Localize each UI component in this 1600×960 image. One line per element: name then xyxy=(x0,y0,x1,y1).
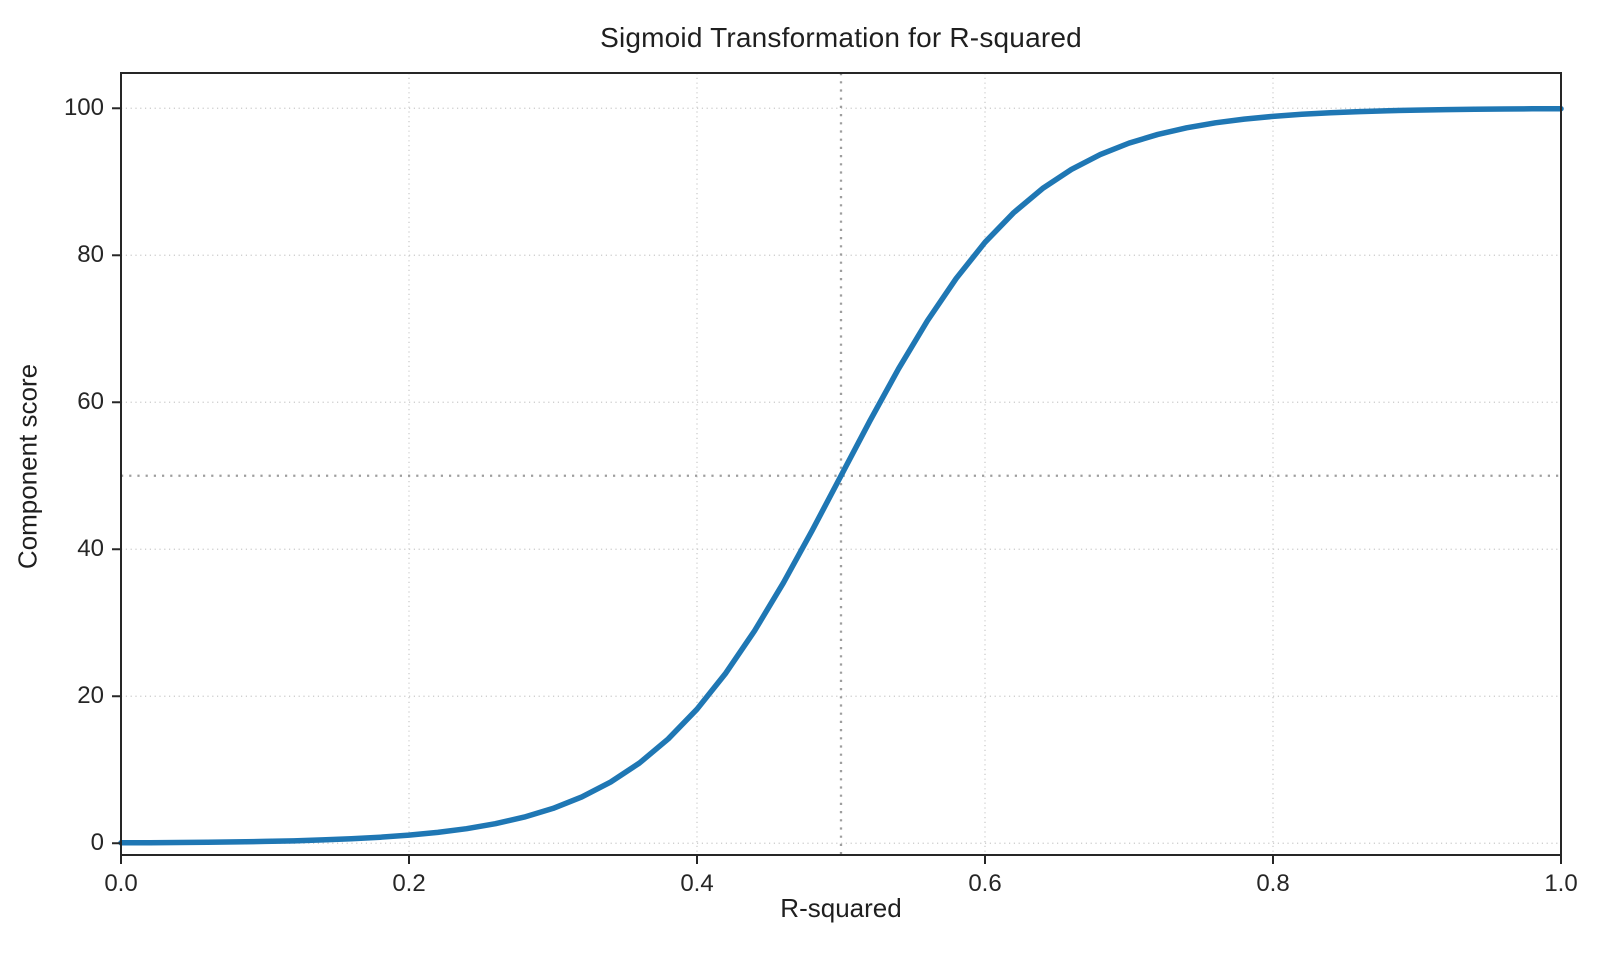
y-tick-label: 0 xyxy=(90,829,104,857)
y-axis-label: Component score xyxy=(12,363,43,570)
x-tick-label: 1.0 xyxy=(1544,870,1578,897)
chart-title: Sigmoid Transformation for R-squared xyxy=(600,22,1082,53)
plot-border xyxy=(120,72,1562,856)
x-tick-label: 0.4 xyxy=(680,870,714,897)
y-tick-label: 80 xyxy=(77,241,104,269)
x-tick-label: 0.2 xyxy=(392,870,426,897)
gridlines xyxy=(121,73,1561,855)
x-axis-label: R-squared xyxy=(780,893,902,923)
tick-marks xyxy=(112,107,1562,864)
x-tick-label: 0.0 xyxy=(104,870,138,897)
y-tick-label: 20 xyxy=(77,682,104,710)
x-tick-label: 0.8 xyxy=(1256,870,1290,897)
y-tick-label: 40 xyxy=(77,535,104,563)
y-tick-label: 100 xyxy=(63,94,104,122)
y-tick-label: 60 xyxy=(77,388,104,416)
reference-lines xyxy=(121,73,1561,855)
x-tick-label: 0.6 xyxy=(968,870,1002,897)
sigmoid-curve xyxy=(118,105,1564,846)
